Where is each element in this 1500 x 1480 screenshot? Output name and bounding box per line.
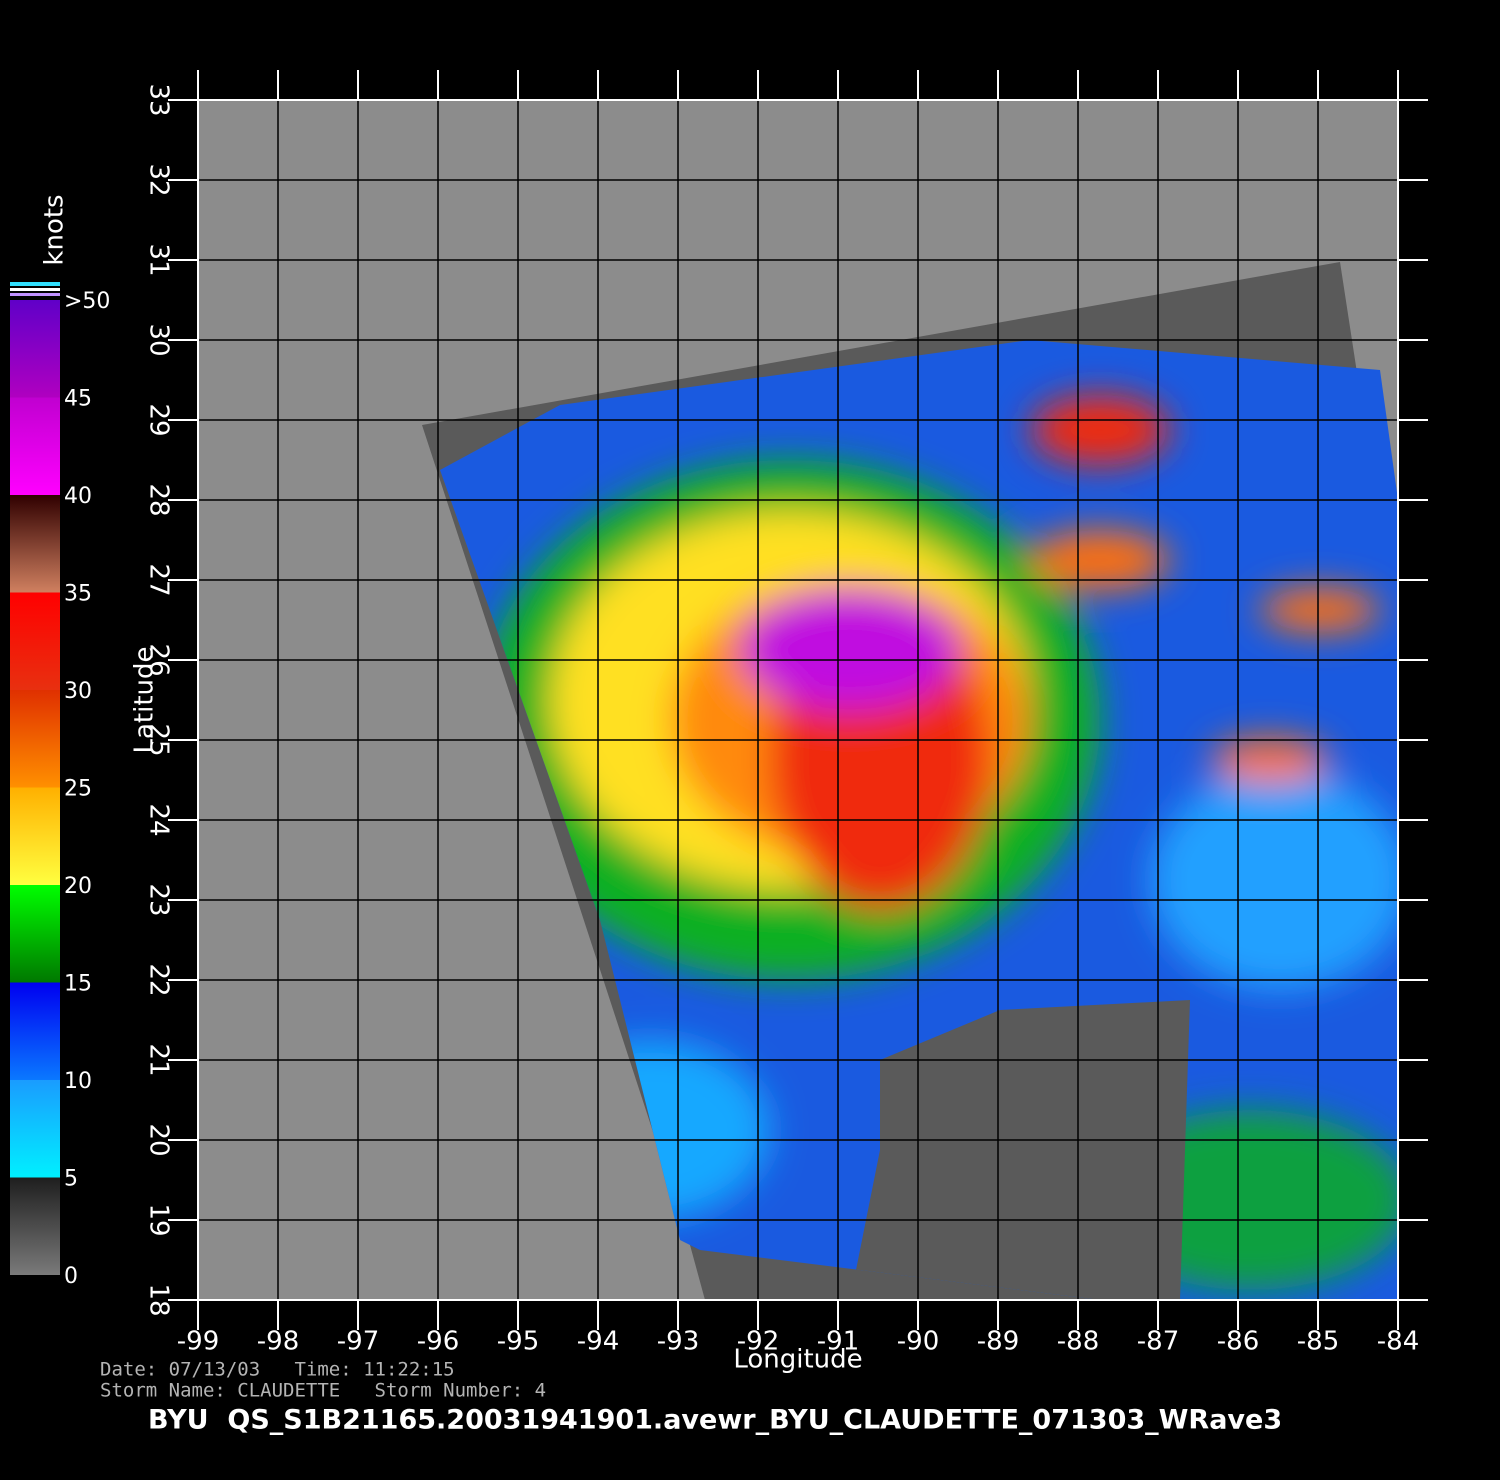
y-tick-label: 24 — [144, 803, 174, 836]
y-tick-label: 31 — [144, 243, 174, 276]
colorbar-tick-label: 30 — [64, 679, 92, 704]
colorbar-segment — [10, 1080, 60, 1178]
colorbar-tick-label: 45 — [64, 387, 92, 412]
colorbar-segment — [10, 982, 60, 1080]
y-tick-label: 27 — [144, 563, 174, 596]
colorbar-cap — [10, 288, 60, 291]
colorbar: 0 5 10 15 20 25 30 35 40 45 >50 — [10, 282, 110, 1289]
colorbar-cap — [10, 282, 60, 286]
colorbar-tick-label: 0 — [64, 1264, 78, 1289]
y-tick-label: 32 — [144, 163, 174, 196]
y-tick-label: 30 — [144, 323, 174, 356]
x-tick-label: -90 — [897, 1327, 939, 1357]
y-tick-label: 20 — [144, 1123, 174, 1156]
x-tick-label: -97 — [337, 1327, 379, 1357]
x-tick-label: -89 — [977, 1327, 1019, 1357]
plot-frame — [197, 99, 1399, 1301]
x-tick-label: -92 — [737, 1327, 779, 1357]
info-line: Date: 07/13/03 Time: 11:22:15 — [100, 1359, 455, 1381]
colorbar-segment — [10, 787, 60, 885]
y-tick-label: 29 — [144, 403, 174, 436]
y-tick-label: 19 — [144, 1203, 174, 1236]
title: BYU QS_S1B21165.20031941901.avewr_BYU_CL… — [148, 1405, 1282, 1436]
x-tick-label: -96 — [417, 1327, 459, 1357]
grid: -99 -98 -97 -96 -95 -94 -93 -92 -91 -90 -89 -88 -87 -… — [144, 70, 1428, 1357]
x-tick-label: -87 — [1137, 1327, 1179, 1357]
map-image — [198, 100, 1398, 1300]
colorbar-cap — [10, 293, 60, 296]
x-tick-label: -84 — [1377, 1327, 1419, 1357]
y-tick-label: 25 — [144, 723, 174, 756]
colorbar-tick-label: 35 — [64, 582, 92, 607]
colorbar-tick-label: 25 — [64, 777, 92, 802]
x-tick-label: -85 — [1297, 1327, 1339, 1357]
colorbar-tick-label: 20 — [64, 874, 92, 899]
colorbar-segment — [10, 397, 60, 495]
colorbar-label: knots — [40, 194, 70, 265]
y-tick-label: 33 — [144, 83, 174, 116]
colorbar-segment — [10, 885, 60, 983]
colorbar-tick-label: 5 — [64, 1167, 78, 1192]
y-tick-label: 22 — [144, 963, 174, 996]
colorbar-segment — [10, 1177, 60, 1275]
y-tick-label: 28 — [144, 483, 174, 516]
colorbar-segment — [10, 495, 60, 593]
x-tick-label: -95 — [497, 1327, 539, 1357]
colorbar-segment — [10, 690, 60, 788]
info-line: Storm Name: CLAUDETTE Storm Number: 4 — [100, 1380, 546, 1402]
colorbar-tick-label: 10 — [64, 1069, 92, 1094]
x-axis-label: Longitude — [733, 1345, 862, 1375]
y-tick-label: 18 — [144, 1283, 174, 1316]
colorbar-tick-label: >50 — [64, 289, 110, 314]
y-tick-label: 21 — [144, 1043, 174, 1076]
y-tick-label: 23 — [144, 883, 174, 916]
y-axis-label: Latitude — [130, 646, 160, 753]
x-tick-label: -93 — [657, 1327, 699, 1357]
colorbar-segment — [10, 300, 60, 398]
x-tick-label: -99 — [177, 1327, 219, 1357]
colorbar-tick-label: 40 — [64, 484, 92, 509]
x-tick-label: -91 — [817, 1327, 859, 1357]
x-tick-label: -88 — [1057, 1327, 1099, 1357]
x-tick-label: -86 — [1217, 1327, 1259, 1357]
y-tick-label: 26 — [144, 643, 174, 676]
x-tick-label: -94 — [577, 1327, 619, 1357]
colorbar-tick-label: 15 — [64, 972, 92, 997]
x-tick-label: -98 — [257, 1327, 299, 1357]
colorbar-segment — [10, 592, 60, 690]
